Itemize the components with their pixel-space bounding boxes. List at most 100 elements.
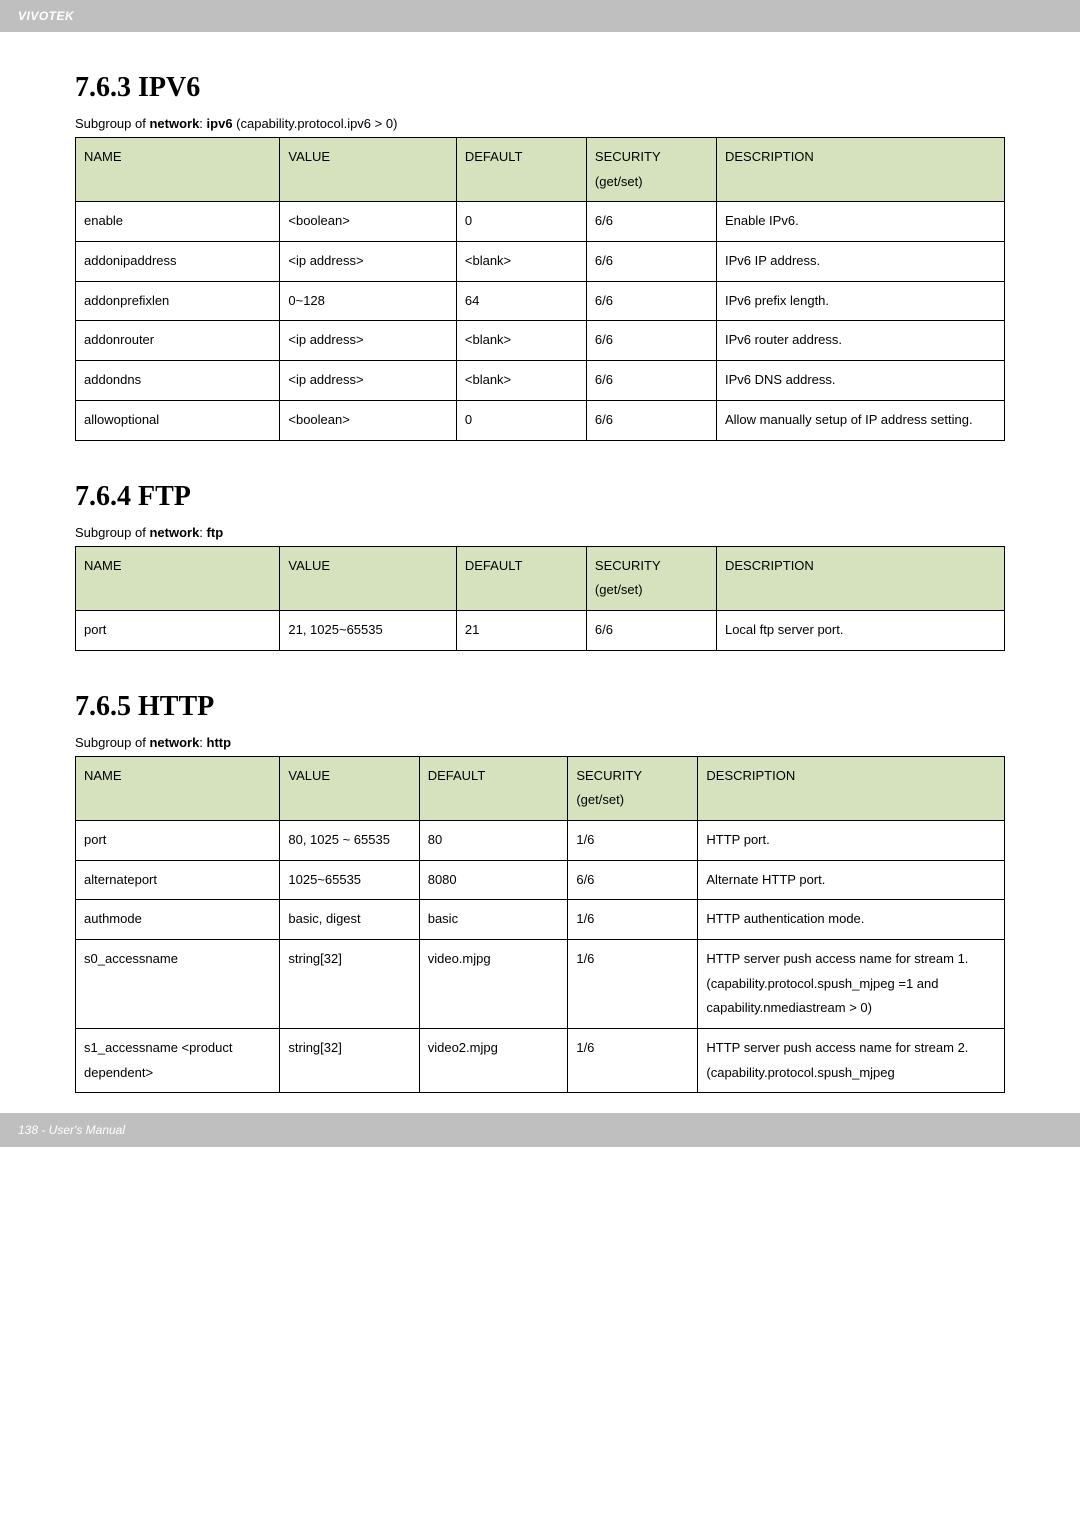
table-row: addonrouter<ip address><blank>6/6IPv6 ro…	[76, 321, 1005, 361]
table-cell: port	[76, 820, 280, 860]
table-cell: string[32]	[280, 940, 419, 1029]
header-bar: VIVOTEK	[0, 0, 1080, 32]
table-cell: 6/6	[586, 361, 716, 401]
table-cell: IPv6 IP address.	[716, 242, 1004, 282]
table-cell: 6/6	[586, 202, 716, 242]
col-value: VALUE	[280, 546, 457, 610]
table-cell: <ip address>	[280, 361, 457, 401]
table-cell: Local ftp server port.	[716, 610, 1004, 650]
table-cell: 6/6	[586, 610, 716, 650]
table-cell: basic, digest	[280, 900, 419, 940]
col-security: SECURITY (get/set)	[568, 756, 698, 820]
table-cell: 6/6	[586, 400, 716, 440]
ftp-tbody: port21, 1025~65535216/6Local ftp server …	[76, 610, 1005, 650]
table-cell: 0	[456, 202, 586, 242]
table-cell: 8080	[419, 860, 568, 900]
table-row: port80, 1025 ~ 65535801/6HTTP port.	[76, 820, 1005, 860]
table-cell: <blank>	[456, 321, 586, 361]
table-cell: Alternate HTTP port.	[698, 860, 1005, 900]
col-name: NAME	[76, 138, 280, 202]
ftp-title: 7.6.4 FTP	[75, 481, 1005, 513]
table-cell: HTTP server push access name for stream …	[698, 940, 1005, 1029]
table-row: port21, 1025~65535216/6Local ftp server …	[76, 610, 1005, 650]
table-cell: <boolean>	[280, 400, 457, 440]
brand-label: VIVOTEK	[18, 9, 74, 23]
col-description: DESCRIPTION	[716, 546, 1004, 610]
footer-text: 138 - User's Manual	[18, 1123, 125, 1137]
table-cell: addondns	[76, 361, 280, 401]
table-cell: port	[76, 610, 280, 650]
table-cell: <blank>	[456, 361, 586, 401]
table-cell: HTTP port.	[698, 820, 1005, 860]
table-cell: s1_accessname <product dependent>	[76, 1029, 280, 1093]
col-description: DESCRIPTION	[716, 138, 1004, 202]
table-cell: 6/6	[568, 860, 698, 900]
table-cell: 80	[419, 820, 568, 860]
col-description: DESCRIPTION	[698, 756, 1005, 820]
table-cell: 0~128	[280, 281, 457, 321]
table-cell: allowoptional	[76, 400, 280, 440]
table-cell: string[32]	[280, 1029, 419, 1093]
table-cell: <ip address>	[280, 242, 457, 282]
table-cell: <ip address>	[280, 321, 457, 361]
table-row: addonipaddress<ip address><blank>6/6IPv6…	[76, 242, 1005, 282]
table-row: enable<boolean>06/6Enable IPv6.	[76, 202, 1005, 242]
col-security: SECURITY (get/set)	[586, 138, 716, 202]
table-cell: s0_accessname	[76, 940, 280, 1029]
ipv6-table: NAME VALUE DEFAULT SECURITY (get/set) DE…	[75, 137, 1005, 441]
table-row: alternateport1025~6553580806/6Alternate …	[76, 860, 1005, 900]
table-cell: IPv6 router address.	[716, 321, 1004, 361]
table-cell: enable	[76, 202, 280, 242]
ftp-table: NAME VALUE DEFAULT SECURITY (get/set) DE…	[75, 546, 1005, 651]
col-value: VALUE	[280, 756, 419, 820]
table-header-row: NAME VALUE DEFAULT SECURITY (get/set) DE…	[76, 138, 1005, 202]
table-cell: addonipaddress	[76, 242, 280, 282]
ftp-subgroup-line: Subgroup of network: ftp	[75, 525, 1005, 540]
table-cell: 0	[456, 400, 586, 440]
table-row: s0_accessnamestring[32]video.mjpg1/6HTTP…	[76, 940, 1005, 1029]
table-cell: Allow manually setup of IP address setti…	[716, 400, 1004, 440]
table-cell: HTTP authentication mode.	[698, 900, 1005, 940]
http-title: 7.6.5 HTTP	[75, 691, 1005, 723]
table-cell: 1/6	[568, 820, 698, 860]
table-cell: IPv6 DNS address.	[716, 361, 1004, 401]
table-cell: HTTP server push access name for stream …	[698, 1029, 1005, 1093]
table-cell: Enable IPv6.	[716, 202, 1004, 242]
table-cell: basic	[419, 900, 568, 940]
http-table: NAME VALUE DEFAULT SECURITY (get/set) DE…	[75, 756, 1005, 1094]
col-name: NAME	[76, 756, 280, 820]
col-default: DEFAULT	[456, 546, 586, 610]
col-default: DEFAULT	[456, 138, 586, 202]
table-row: s1_accessname <product dependent>string[…	[76, 1029, 1005, 1093]
table-cell: 6/6	[586, 281, 716, 321]
table-cell: 80, 1025 ~ 65535	[280, 820, 419, 860]
table-cell: <blank>	[456, 242, 586, 282]
ipv6-title: 7.6.3 IPV6	[75, 72, 1005, 104]
footer: 138 - User's Manual	[0, 1113, 1080, 1147]
table-cell: 1025~65535	[280, 860, 419, 900]
table-row: addondns<ip address><blank>6/6IPv6 DNS a…	[76, 361, 1005, 401]
table-row: authmodebasic, digestbasic1/6HTTP authen…	[76, 900, 1005, 940]
table-cell: addonprefixlen	[76, 281, 280, 321]
table-cell: video.mjpg	[419, 940, 568, 1029]
http-subgroup-line: Subgroup of network: http	[75, 735, 1005, 750]
table-row: allowoptional<boolean>06/6Allow manually…	[76, 400, 1005, 440]
col-value: VALUE	[280, 138, 457, 202]
content-area: 7.6.3 IPV6 Subgroup of network: ipv6 (ca…	[0, 32, 1080, 1113]
table-cell: 6/6	[586, 321, 716, 361]
table-cell: IPv6 prefix length.	[716, 281, 1004, 321]
table-cell: 21	[456, 610, 586, 650]
col-security: SECURITY (get/set)	[586, 546, 716, 610]
ipv6-tbody: enable<boolean>06/6Enable IPv6.addonipad…	[76, 202, 1005, 440]
table-cell: video2.mjpg	[419, 1029, 568, 1093]
table-cell: 64	[456, 281, 586, 321]
table-cell: 6/6	[586, 242, 716, 282]
http-tbody: port80, 1025 ~ 65535801/6HTTP port.alter…	[76, 820, 1005, 1093]
table-header-row: NAME VALUE DEFAULT SECURITY (get/set) DE…	[76, 546, 1005, 610]
table-cell: 1/6	[568, 1029, 698, 1093]
table-cell: addonrouter	[76, 321, 280, 361]
table-cell: 1/6	[568, 900, 698, 940]
ipv6-subgroup-line: Subgroup of network: ipv6 (capability.pr…	[75, 116, 1005, 131]
col-default: DEFAULT	[419, 756, 568, 820]
table-cell: <boolean>	[280, 202, 457, 242]
